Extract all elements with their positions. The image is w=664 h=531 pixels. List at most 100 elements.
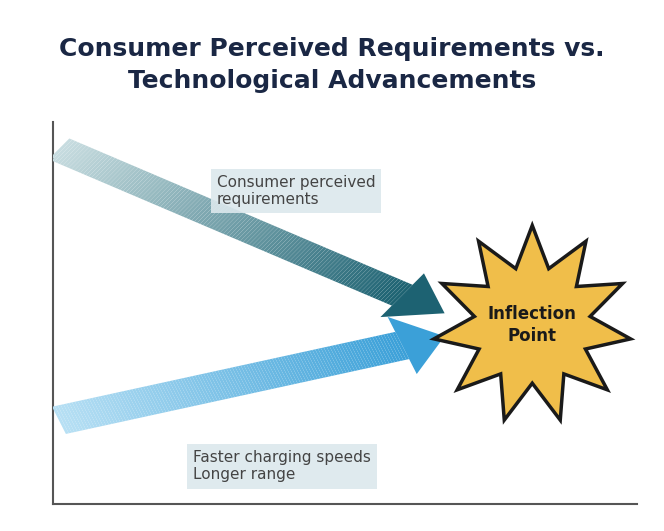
Polygon shape — [137, 176, 161, 198]
Polygon shape — [80, 400, 98, 427]
Polygon shape — [381, 335, 398, 362]
Polygon shape — [141, 387, 157, 415]
Polygon shape — [309, 350, 326, 378]
Polygon shape — [166, 189, 189, 210]
Polygon shape — [146, 180, 169, 202]
Polygon shape — [300, 246, 324, 268]
Polygon shape — [318, 348, 335, 376]
Polygon shape — [312, 349, 329, 377]
Polygon shape — [290, 354, 306, 382]
Polygon shape — [86, 399, 103, 426]
Text: Faster charging speeds
Longer range: Faster charging speeds Longer range — [193, 450, 371, 483]
Polygon shape — [238, 365, 255, 393]
Polygon shape — [315, 349, 332, 376]
Polygon shape — [373, 336, 389, 364]
Polygon shape — [212, 371, 229, 399]
Polygon shape — [92, 397, 109, 425]
Polygon shape — [83, 153, 106, 175]
Polygon shape — [361, 339, 378, 366]
Polygon shape — [125, 172, 149, 193]
Polygon shape — [272, 234, 295, 255]
Polygon shape — [51, 140, 75, 162]
Polygon shape — [283, 238, 307, 261]
Polygon shape — [261, 361, 278, 388]
Polygon shape — [207, 372, 223, 400]
Polygon shape — [212, 208, 235, 230]
Polygon shape — [218, 370, 234, 398]
Polygon shape — [129, 173, 152, 195]
Polygon shape — [355, 269, 378, 291]
Polygon shape — [66, 146, 90, 168]
Polygon shape — [352, 268, 375, 290]
Polygon shape — [112, 165, 135, 187]
Polygon shape — [217, 210, 241, 233]
Polygon shape — [161, 382, 177, 410]
Polygon shape — [246, 222, 270, 245]
Polygon shape — [266, 231, 290, 253]
Polygon shape — [163, 187, 187, 209]
Polygon shape — [369, 275, 392, 297]
Polygon shape — [118, 392, 135, 419]
Polygon shape — [129, 389, 146, 417]
Polygon shape — [372, 276, 395, 298]
Polygon shape — [131, 174, 155, 196]
Polygon shape — [60, 143, 84, 165]
Polygon shape — [280, 237, 304, 259]
Polygon shape — [303, 247, 327, 269]
Polygon shape — [149, 181, 172, 203]
Polygon shape — [237, 219, 261, 241]
Polygon shape — [378, 279, 401, 301]
Polygon shape — [84, 399, 100, 427]
Polygon shape — [263, 230, 287, 252]
Polygon shape — [198, 374, 214, 402]
Polygon shape — [124, 390, 140, 418]
Polygon shape — [292, 354, 309, 382]
Polygon shape — [329, 258, 353, 280]
Polygon shape — [77, 151, 101, 173]
Polygon shape — [60, 404, 77, 432]
Polygon shape — [270, 359, 286, 387]
Polygon shape — [344, 342, 361, 370]
Polygon shape — [112, 393, 129, 421]
Polygon shape — [346, 266, 370, 287]
Polygon shape — [86, 155, 110, 176]
Polygon shape — [341, 343, 358, 371]
Polygon shape — [341, 263, 364, 285]
Polygon shape — [386, 333, 404, 361]
Polygon shape — [177, 193, 201, 216]
Polygon shape — [143, 179, 167, 201]
Polygon shape — [186, 197, 209, 219]
Polygon shape — [333, 345, 349, 373]
Polygon shape — [252, 225, 276, 247]
Polygon shape — [160, 186, 184, 208]
Polygon shape — [126, 390, 143, 418]
Polygon shape — [347, 342, 363, 370]
Polygon shape — [92, 157, 115, 179]
Polygon shape — [55, 406, 72, 433]
Polygon shape — [189, 376, 206, 404]
Polygon shape — [52, 406, 69, 434]
Polygon shape — [301, 352, 317, 380]
Polygon shape — [303, 351, 321, 379]
Polygon shape — [104, 395, 120, 423]
Polygon shape — [278, 236, 301, 258]
Polygon shape — [138, 388, 155, 415]
Polygon shape — [349, 267, 373, 288]
Polygon shape — [286, 239, 309, 262]
Polygon shape — [66, 403, 83, 431]
Polygon shape — [264, 360, 280, 388]
Polygon shape — [97, 159, 121, 181]
Polygon shape — [143, 386, 160, 414]
Polygon shape — [254, 226, 278, 249]
Polygon shape — [388, 317, 445, 374]
Polygon shape — [295, 243, 318, 266]
Polygon shape — [243, 221, 267, 243]
Polygon shape — [114, 167, 138, 189]
Polygon shape — [272, 358, 289, 386]
Polygon shape — [201, 374, 218, 401]
Polygon shape — [123, 170, 147, 192]
Polygon shape — [311, 251, 335, 273]
Polygon shape — [206, 205, 230, 228]
Polygon shape — [324, 347, 341, 375]
Polygon shape — [226, 214, 250, 236]
